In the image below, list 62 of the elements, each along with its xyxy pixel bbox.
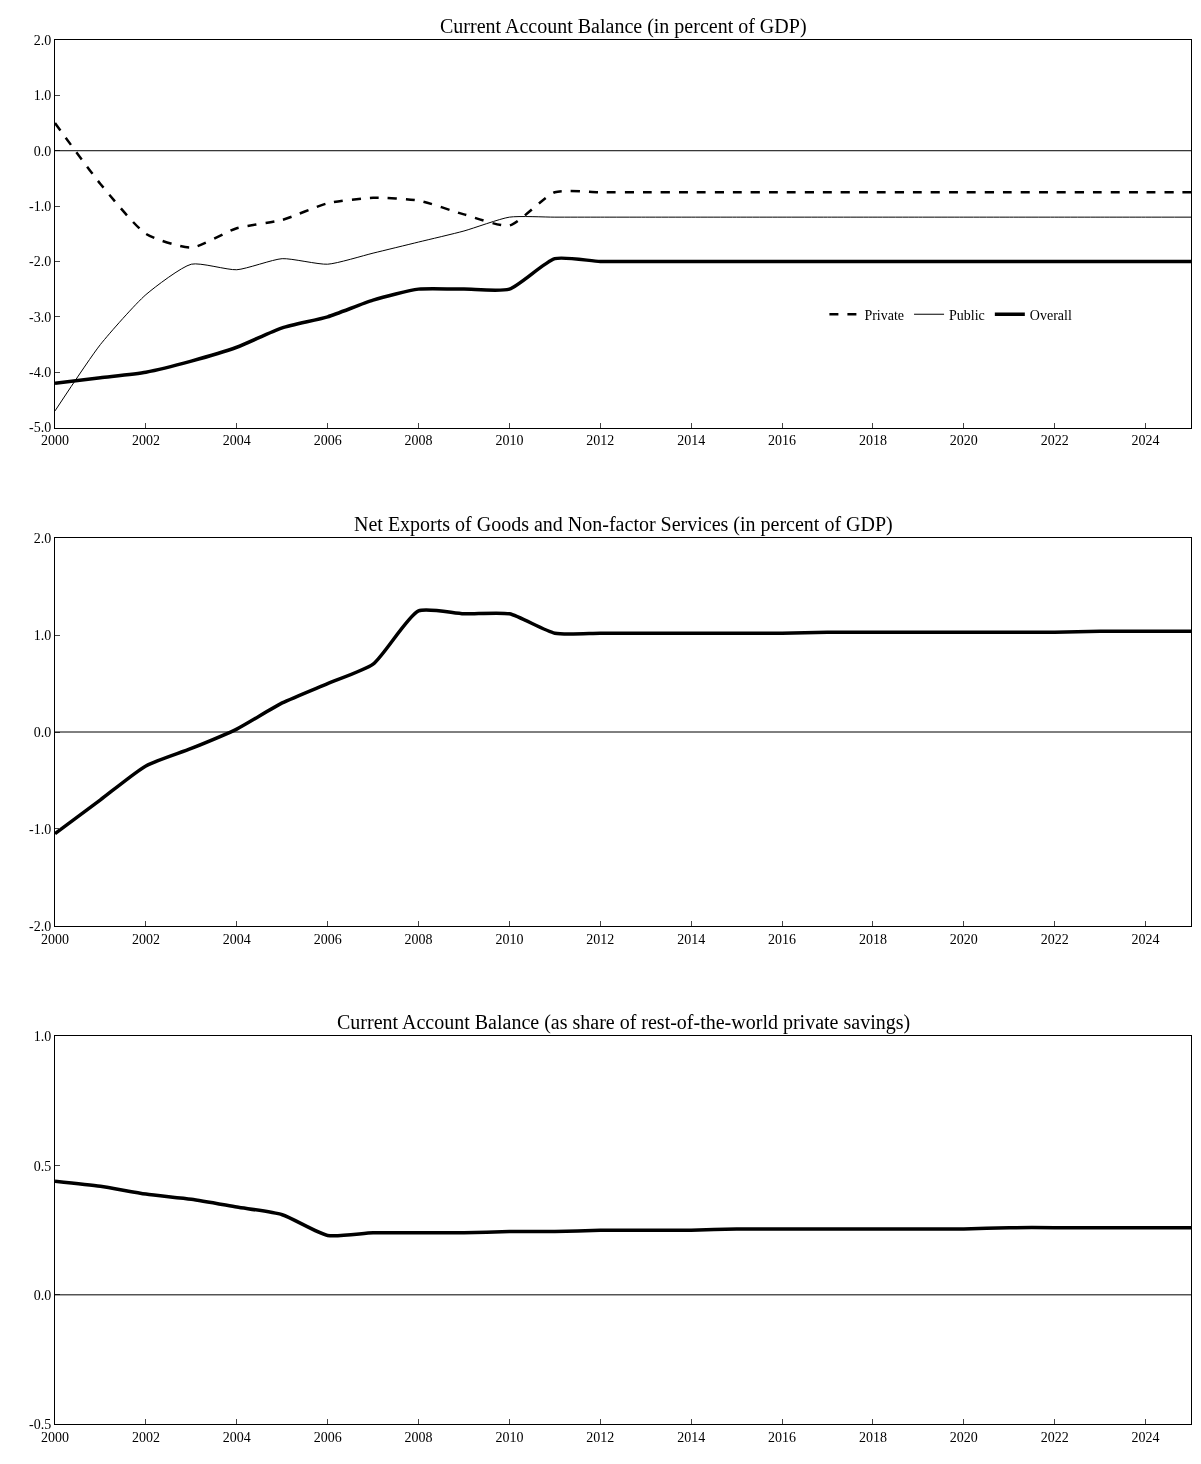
- x-tick-label: 2004: [222, 433, 251, 449]
- x-tick-label: 2010: [495, 931, 524, 947]
- y-tick-label: -4.0: [29, 365, 52, 381]
- x-tick-label: 2024: [1131, 433, 1160, 449]
- x-tick-label: 2024: [1131, 1429, 1160, 1445]
- y-tick-label: -5.0: [29, 420, 52, 436]
- x-tick-label: 2008: [404, 433, 433, 449]
- y-tick-label: 1.0: [33, 1029, 52, 1045]
- x-tick-label: 2010: [495, 1429, 524, 1445]
- x-tick-label: 2018: [858, 1429, 887, 1445]
- y-tick-label: 0.0: [33, 724, 52, 740]
- y-tick-label: -2.0: [29, 254, 52, 270]
- x-tick-label: 2020: [949, 433, 978, 449]
- x-tick-label: 2020: [949, 931, 978, 947]
- x-tick-label: 2018: [858, 931, 887, 947]
- x-tick-label: 2024: [1131, 931, 1160, 947]
- x-tick-label: 2022: [1040, 1429, 1069, 1445]
- x-tick-label: 2016: [768, 931, 797, 947]
- y-tick-label: 0.5: [33, 1158, 52, 1174]
- x-tick-label: 2018: [858, 433, 887, 449]
- x-tick-label: 2016: [768, 1429, 797, 1445]
- y-tick-label: -1.0: [29, 198, 52, 214]
- y-tick-label: -3.0: [29, 309, 52, 325]
- y-tick-label: -1.0: [29, 821, 52, 837]
- x-tick-label: 2006: [313, 1429, 342, 1445]
- x-tick-label: 2010: [495, 433, 524, 449]
- x-tick-label: 2012: [586, 433, 615, 449]
- x-tick-label: 2020: [949, 1429, 978, 1445]
- y-tick-label: 2.0: [33, 32, 52, 48]
- y-tick-label: 1.0: [33, 628, 52, 644]
- x-tick-label: 2012: [586, 1429, 615, 1445]
- x-tick-label: 2014: [677, 433, 706, 449]
- x-tick-label: 2004: [222, 931, 251, 947]
- x-tick-label: 2008: [404, 1429, 433, 1445]
- x-tick-label: 2002: [131, 931, 160, 947]
- x-tick-label: 2022: [1040, 433, 1069, 449]
- y-tick-label: 2.0: [33, 531, 52, 547]
- x-tick-label: 2002: [131, 1429, 160, 1445]
- chart-title: Current Account Balance (in percent of GDP): [440, 15, 807, 38]
- x-tick-label: 2000: [41, 1429, 69, 1445]
- y-tick-label: -0.5: [29, 1416, 52, 1432]
- y-tick-label: -2.0: [29, 918, 52, 934]
- legend-label: Private: [864, 307, 905, 323]
- legend-label: Overall: [1029, 307, 1072, 323]
- x-tick-label: 2006: [313, 931, 342, 947]
- x-tick-label: 2000: [41, 433, 69, 449]
- x-tick-label: 2006: [313, 433, 342, 449]
- x-tick-label: 2014: [677, 1429, 706, 1445]
- x-tick-label: 2002: [131, 433, 160, 449]
- y-tick-label: 1.0: [33, 88, 52, 104]
- chart-title: Net Exports of Goods and Non-factor Services (in percent of GDP): [354, 513, 893, 536]
- x-tick-label: 2004: [222, 1429, 251, 1445]
- x-tick-label: 2014: [677, 931, 706, 947]
- y-tick-label: 0.0: [33, 143, 52, 159]
- legend-label: Public: [949, 307, 985, 323]
- x-tick-label: 2000: [41, 931, 69, 947]
- y-tick-label: 0.0: [33, 1287, 52, 1303]
- chart-title: Current Account Balance (as share of rest-of-the-world private savings): [337, 1011, 911, 1034]
- x-tick-label: 2012: [586, 931, 615, 947]
- x-tick-label: 2008: [404, 931, 433, 947]
- x-tick-label: 2022: [1040, 931, 1069, 947]
- x-tick-label: 2016: [768, 433, 797, 449]
